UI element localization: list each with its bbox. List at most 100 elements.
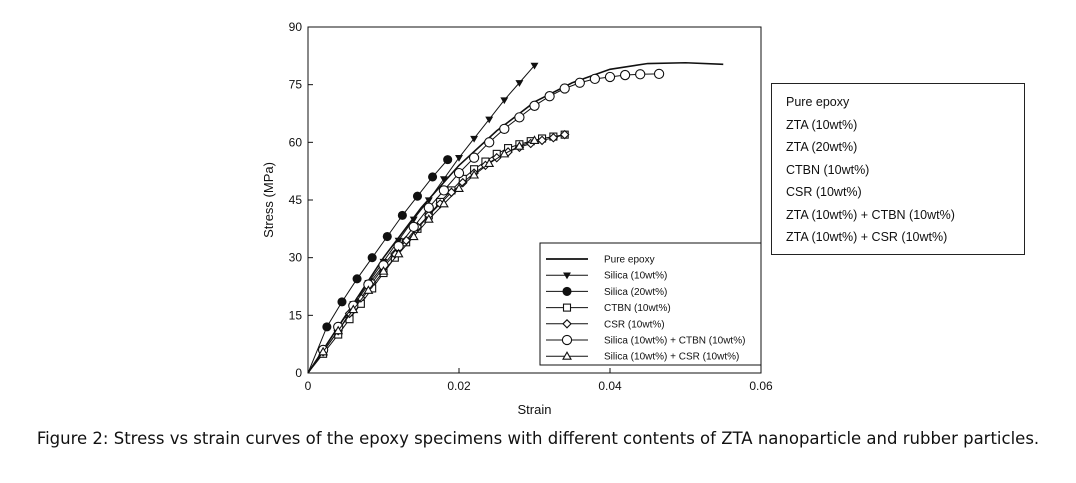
data-point xyxy=(548,132,559,143)
chart-legend: Pure epoxy Silica (10wt%) Silica (20wt%) CT… xyxy=(539,242,762,366)
series-4 xyxy=(307,129,570,374)
data-point xyxy=(529,100,540,111)
legend-marker xyxy=(562,351,572,360)
x-tick-label: 0.06 xyxy=(749,379,773,393)
side-legend-box: Pure epoxy ZTA (10wt%) ZTA (20wt%) CTBN (10… xyxy=(771,83,1025,255)
data-point xyxy=(619,69,631,81)
data-point xyxy=(635,69,646,80)
y-tick-label: 30 xyxy=(289,251,303,265)
data-point xyxy=(589,73,601,85)
data-point xyxy=(515,80,524,87)
data-point xyxy=(470,135,479,143)
data-point xyxy=(530,62,539,70)
legend-box xyxy=(539,242,762,366)
legend-marker xyxy=(561,334,573,346)
data-point xyxy=(653,68,665,80)
data-point xyxy=(394,237,403,245)
series-line xyxy=(307,134,565,374)
data-point xyxy=(378,266,389,275)
data-point xyxy=(514,141,525,150)
y-tick-label: 45 xyxy=(289,193,303,207)
side-legend-item: Pure epoxy xyxy=(786,95,850,109)
series-6 xyxy=(307,135,540,374)
series-line xyxy=(307,159,449,374)
data-point xyxy=(443,155,453,165)
series-line xyxy=(307,134,565,374)
data-point xyxy=(423,202,434,213)
data-point xyxy=(455,155,463,162)
legend-entry: Silica (10wt%) xyxy=(604,271,667,282)
data-point xyxy=(363,285,374,294)
data-point xyxy=(438,198,449,208)
data-point xyxy=(438,185,450,196)
data-point xyxy=(428,172,438,182)
data-point xyxy=(484,137,495,148)
legend-marker xyxy=(562,319,572,329)
data-point xyxy=(423,214,434,223)
data-point xyxy=(439,176,448,183)
side-legend-item: ZTA (10wt%) xyxy=(786,117,858,132)
data-point xyxy=(484,158,495,168)
series-3 xyxy=(307,130,569,374)
data-point xyxy=(574,77,585,88)
data-point xyxy=(468,152,480,163)
data-point xyxy=(454,183,464,193)
data-point xyxy=(333,325,344,335)
data-point xyxy=(408,221,419,233)
data-point xyxy=(544,91,555,102)
data-point xyxy=(485,116,494,124)
data-point xyxy=(529,135,540,144)
legend-entry: Silica (10wt%) + CSR (10wt%) xyxy=(604,352,739,363)
y-tick-label: 75 xyxy=(289,78,303,92)
data-point xyxy=(424,197,433,205)
y-tick-label: 15 xyxy=(289,308,303,322)
legend-entry: Silica (20wt%) xyxy=(604,287,667,298)
side-legend-item: CTBN (10wt%) xyxy=(786,162,870,177)
series-line xyxy=(307,139,535,374)
data-point xyxy=(382,231,392,242)
series-layer xyxy=(307,61,724,374)
data-point xyxy=(559,83,570,94)
legend-marker xyxy=(562,303,572,312)
side-legend-item: ZTA (10wt%) + CTBN (10wt%) xyxy=(786,207,955,222)
data-point xyxy=(604,71,616,83)
x-tick-label: 0.04 xyxy=(598,379,622,393)
legend-entry: Pure epoxy xyxy=(604,255,655,266)
data-point xyxy=(469,169,480,179)
data-point xyxy=(367,253,377,263)
data-point xyxy=(559,129,570,140)
data-point xyxy=(499,148,510,158)
series-5 xyxy=(307,68,665,374)
data-point xyxy=(409,216,418,224)
x-tick-label: 0.02 xyxy=(447,379,471,393)
data-point xyxy=(348,304,359,314)
x-axis-label: Strain xyxy=(518,402,552,417)
figure-caption: Figure 2: Stress vs strain curves of the… xyxy=(36,429,1040,448)
data-point xyxy=(514,112,525,123)
y-tick-label: 90 xyxy=(289,20,303,34)
data-point xyxy=(408,231,419,241)
data-point xyxy=(397,210,407,220)
data-point xyxy=(412,191,423,201)
data-point xyxy=(537,135,547,146)
series-2 xyxy=(307,155,453,374)
data-point xyxy=(500,97,509,105)
data-point xyxy=(499,123,510,135)
data-point xyxy=(318,346,329,356)
y-axis-label: Stress (MPa) xyxy=(261,162,276,238)
legend-entry: Silica (10wt%) + CTBN (10wt%) xyxy=(604,336,745,347)
data-point xyxy=(393,248,404,258)
side-legend-item: CSR (10wt%) xyxy=(786,185,862,199)
legend-marker xyxy=(562,286,572,296)
data-point xyxy=(322,322,332,332)
y-tick-label: 0 xyxy=(295,366,302,380)
legend-entry: CTBN (10wt%) xyxy=(604,303,671,314)
axis-tick-labels: 0 0.02 0.04 0.06 0 15 30 45 60 75 90 xyxy=(289,20,773,393)
x-tick-label: 0 xyxy=(305,379,312,393)
side-legend-item: ZTA (20wt%) xyxy=(786,140,858,154)
data-point xyxy=(352,274,362,284)
legend-marker xyxy=(563,272,571,280)
y-tick-label: 60 xyxy=(289,135,303,149)
legend-entry: CSR (10wt%) xyxy=(604,319,665,330)
